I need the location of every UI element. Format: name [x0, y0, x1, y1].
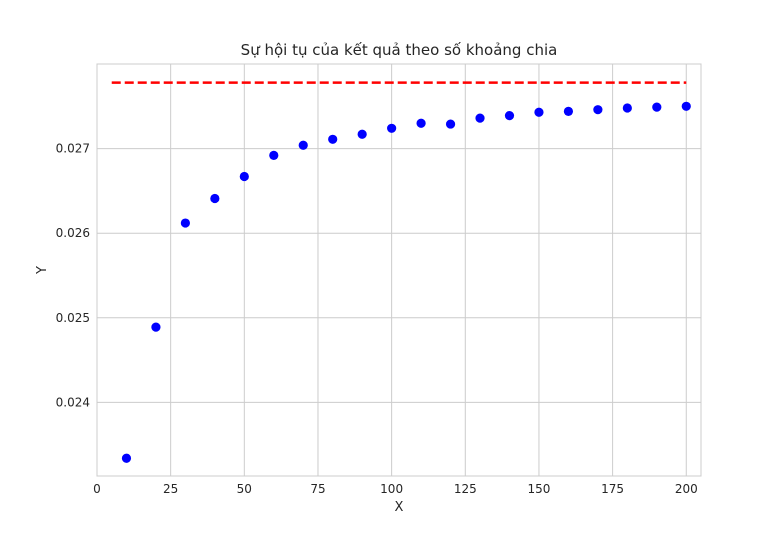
plot-area	[97, 64, 701, 476]
data-point	[445, 119, 456, 129]
data-point	[210, 193, 220, 204]
x-tick-label: 100	[380, 482, 403, 496]
y-tick-label: 0.025	[56, 311, 90, 325]
data-point	[652, 102, 662, 112]
data-point	[416, 118, 426, 128]
plot-frame	[96, 63, 702, 477]
x-tick-label: 200	[675, 482, 698, 496]
data-point	[151, 322, 161, 332]
series-layer	[111, 81, 691, 463]
data-point	[593, 105, 603, 115]
data-point	[298, 140, 308, 150]
data-point	[269, 150, 279, 160]
x-tick-label: 150	[527, 482, 550, 496]
data-point	[328, 134, 338, 144]
data-point	[681, 101, 691, 111]
data-point	[475, 113, 485, 123]
y-axis-label: Y	[35, 266, 50, 275]
data-point	[387, 123, 397, 133]
x-tick-label: 75	[310, 482, 325, 496]
grid-lines	[96, 64, 701, 476]
chart-title: Sự hội tụ của kết quả theo số khoảng chi…	[241, 41, 558, 59]
x-axis-label: X	[395, 500, 404, 515]
y-axis-ticks: 0.024 0.025 0.026 0.027	[56, 142, 90, 410]
data-point	[504, 111, 515, 121]
x-axis-ticks: 0 25 50 75 100 125 150 175 200	[93, 482, 698, 496]
x-tick-label: 50	[237, 482, 252, 496]
data-point	[239, 171, 249, 182]
x-tick-label: 0	[93, 482, 101, 496]
data-point	[563, 106, 574, 116]
data-point	[622, 103, 632, 113]
y-tick-label: 0.026	[56, 226, 90, 240]
data-point	[534, 107, 544, 117]
x-tick-label: 125	[454, 482, 477, 496]
x-tick-label: 175	[601, 482, 624, 496]
data-point	[180, 218, 190, 228]
data-point	[121, 453, 132, 463]
y-tick-label: 0.024	[56, 395, 90, 409]
y-tick-label: 0.027	[56, 142, 90, 156]
data-point	[357, 129, 367, 139]
x-tick-label: 25	[163, 482, 178, 496]
